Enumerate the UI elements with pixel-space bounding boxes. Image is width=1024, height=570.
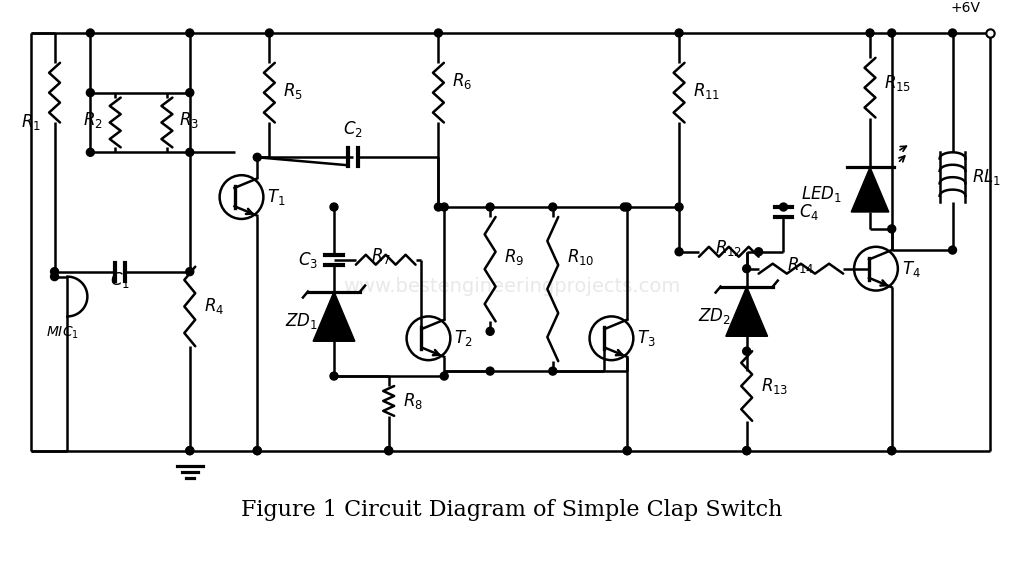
Circle shape (888, 225, 896, 233)
Circle shape (434, 29, 442, 37)
Circle shape (742, 264, 751, 272)
Text: $R_4$: $R_4$ (204, 296, 224, 316)
Circle shape (486, 203, 495, 211)
Text: $R_{12}$: $R_{12}$ (715, 238, 742, 258)
Circle shape (253, 447, 261, 455)
Circle shape (888, 447, 896, 455)
Text: $R_2$: $R_2$ (84, 111, 103, 131)
Text: $C_1$: $C_1$ (111, 270, 130, 290)
Circle shape (742, 447, 751, 455)
Text: $T_3$: $T_3$ (637, 328, 656, 348)
Text: $R_7$: $R_7$ (371, 246, 391, 266)
Circle shape (624, 203, 631, 211)
Circle shape (185, 89, 194, 97)
Circle shape (624, 447, 631, 455)
Circle shape (185, 447, 194, 455)
Circle shape (675, 29, 683, 37)
Text: $R_3$: $R_3$ (179, 111, 199, 131)
Circle shape (440, 372, 449, 380)
Circle shape (948, 246, 956, 254)
Circle shape (385, 447, 392, 455)
Text: $C_2$: $C_2$ (343, 119, 362, 140)
Text: $ZD_1$: $ZD_1$ (285, 311, 318, 331)
Text: $R_{15}$: $R_{15}$ (884, 73, 911, 93)
Circle shape (549, 367, 557, 375)
Text: $R_1$: $R_1$ (20, 112, 41, 132)
Circle shape (486, 367, 495, 375)
Circle shape (330, 372, 338, 380)
Circle shape (742, 447, 751, 455)
Text: $R_{10}$: $R_{10}$ (566, 247, 594, 267)
Circle shape (621, 203, 629, 211)
Text: $R_{13}$: $R_{13}$ (761, 376, 788, 396)
Circle shape (440, 203, 449, 211)
Polygon shape (726, 287, 768, 336)
Circle shape (385, 447, 392, 455)
Text: $R_8$: $R_8$ (402, 391, 423, 411)
Circle shape (866, 29, 874, 37)
Circle shape (779, 203, 787, 211)
Text: $T_4$: $T_4$ (902, 259, 921, 279)
Circle shape (185, 148, 194, 156)
Polygon shape (851, 167, 889, 212)
Text: $R_5$: $R_5$ (284, 81, 303, 101)
Text: $LED_1$: $LED_1$ (801, 184, 842, 204)
Circle shape (50, 272, 58, 280)
Circle shape (253, 447, 261, 455)
Circle shape (434, 203, 442, 211)
Circle shape (675, 203, 683, 211)
Text: Figure 1 Circuit Diagram of Simple Clap Switch: Figure 1 Circuit Diagram of Simple Clap … (242, 499, 782, 522)
Circle shape (742, 347, 751, 355)
Polygon shape (313, 291, 355, 341)
Circle shape (675, 248, 683, 256)
Circle shape (50, 268, 58, 276)
Circle shape (330, 203, 338, 211)
Text: www.bestengineeringprojects.com: www.bestengineeringprojects.com (343, 277, 681, 296)
Circle shape (624, 447, 631, 455)
Text: $C_4$: $C_4$ (800, 202, 819, 222)
Text: $R_6$: $R_6$ (453, 71, 472, 91)
Text: $RL_1$: $RL_1$ (973, 167, 1001, 187)
Circle shape (755, 248, 763, 256)
Text: $R_{14}$: $R_{14}$ (786, 255, 814, 275)
Text: $T_1$: $T_1$ (267, 187, 286, 207)
Circle shape (185, 268, 194, 276)
Circle shape (265, 29, 273, 37)
Text: $R_9$: $R_9$ (504, 247, 524, 267)
Circle shape (948, 29, 956, 37)
Circle shape (888, 447, 896, 455)
Text: +6V: +6V (950, 1, 980, 15)
Circle shape (86, 29, 94, 37)
Circle shape (888, 29, 896, 37)
Text: $MIC_1$: $MIC_1$ (46, 324, 79, 341)
Text: $R_{11}$: $R_{11}$ (693, 81, 720, 101)
Circle shape (253, 153, 261, 161)
Text: $C_3$: $C_3$ (298, 250, 318, 270)
Circle shape (185, 29, 194, 37)
Text: $T_2$: $T_2$ (455, 328, 473, 348)
Text: $ZD_2$: $ZD_2$ (698, 307, 731, 327)
Circle shape (86, 89, 94, 97)
Circle shape (86, 148, 94, 156)
Circle shape (486, 327, 495, 335)
Circle shape (185, 447, 194, 455)
Circle shape (549, 203, 557, 211)
